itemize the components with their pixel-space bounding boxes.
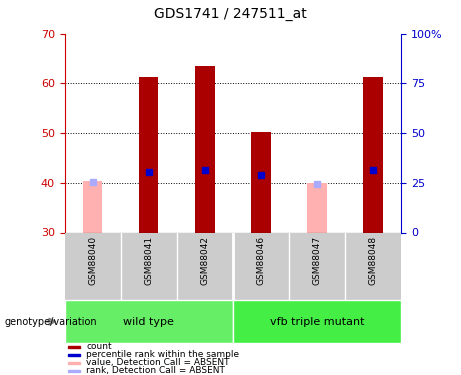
Text: GSM88046: GSM88046 <box>256 236 266 285</box>
Text: genotype/variation: genotype/variation <box>5 316 97 327</box>
Bar <box>68 362 80 364</box>
Text: vfb triple mutant: vfb triple mutant <box>270 316 364 327</box>
Text: GSM88042: GSM88042 <box>200 236 209 285</box>
Text: GSM88048: GSM88048 <box>368 236 378 285</box>
Bar <box>139 78 159 232</box>
Bar <box>68 370 80 372</box>
Bar <box>195 66 214 232</box>
Text: percentile rank within the sample: percentile rank within the sample <box>86 350 240 359</box>
Text: GDS1741 / 247511_at: GDS1741 / 247511_at <box>154 7 307 21</box>
Text: GSM88040: GSM88040 <box>88 236 97 285</box>
Text: GSM88047: GSM88047 <box>313 236 321 285</box>
Text: rank, Detection Call = ABSENT: rank, Detection Call = ABSENT <box>86 366 225 375</box>
Bar <box>68 346 80 348</box>
Bar <box>68 354 80 356</box>
Bar <box>363 78 383 232</box>
Bar <box>251 132 271 232</box>
Text: value, Detection Call = ABSENT: value, Detection Call = ABSENT <box>86 358 230 368</box>
Text: wild type: wild type <box>123 316 174 327</box>
Text: GSM88041: GSM88041 <box>144 236 153 285</box>
Text: count: count <box>86 342 112 351</box>
Bar <box>307 183 327 232</box>
Bar <box>83 182 102 232</box>
